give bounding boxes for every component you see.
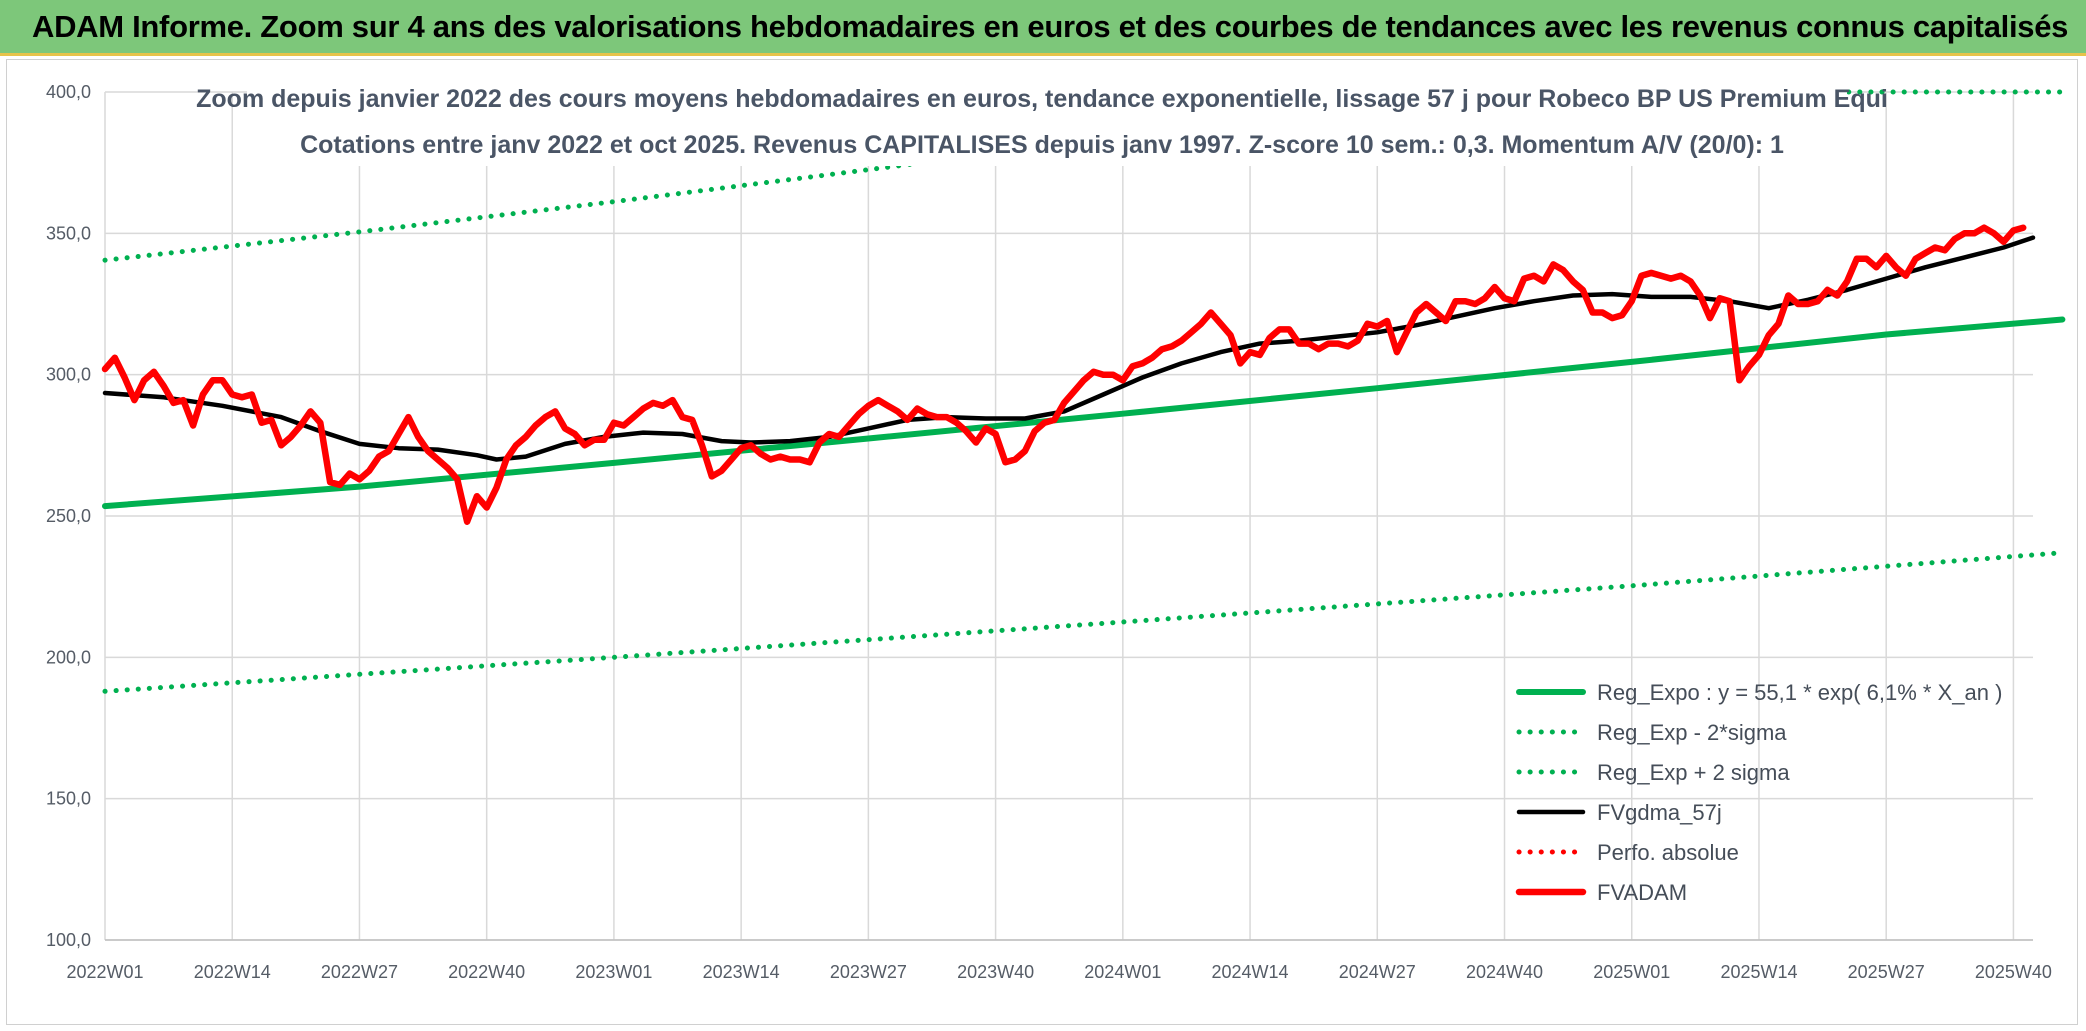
y-tick-label: 300,0 xyxy=(46,365,91,385)
y-tick-label: 400,0 xyxy=(46,82,91,102)
y-tick-label: 150,0 xyxy=(46,789,91,809)
x-tick-label: 2025W01 xyxy=(1593,962,1670,982)
x-tick-label: 2023W14 xyxy=(703,962,780,982)
x-tick-label: 2025W27 xyxy=(1848,962,1925,982)
line-chart: 100,0 150,0 200,0 250,0 300,0 350,0 400,0 2022W… xyxy=(46,62,2066,982)
x-tick-label: 2022W01 xyxy=(66,962,143,982)
legend-label: FVADAM xyxy=(1597,880,1687,905)
x-tick-label: 2024W27 xyxy=(1339,962,1416,982)
y-tick-label: 350,0 xyxy=(46,223,91,243)
series-line-reg-expo-y-55-1-exp-6-1-x-an xyxy=(102,316,2066,510)
grid-lines xyxy=(104,91,2033,941)
legend-label: Reg_Exp + 2 sigma xyxy=(1597,760,1790,785)
x-tick-label: 2022W14 xyxy=(194,962,271,982)
chart-legend: Reg_Expo : y = 55,1 * exp( 6,1% * X_an )… xyxy=(1515,680,2002,905)
title-background xyxy=(247,62,1847,166)
y-tick-label: 100,0 xyxy=(46,930,91,950)
y-tick-label: 250,0 xyxy=(46,506,91,526)
x-tick-label: 2022W27 xyxy=(321,962,398,982)
chart-subtitle: Cotations entre janv 2022 et oct 2025. R… xyxy=(300,131,1784,159)
report-banner: ADAM Informe. Zoom sur 4 ans des valoris… xyxy=(0,0,2086,56)
legend-label: Reg_Expo : y = 55,1 * exp( 6,1% * X_an ) xyxy=(1597,680,2002,705)
chart-titles: Zoom depuis janvier 2022 des cours moyen… xyxy=(196,62,1888,166)
x-tick-label: 2023W01 xyxy=(575,962,652,982)
x-tick-label: 2024W14 xyxy=(1212,962,1289,982)
x-tick-label: 2022W40 xyxy=(448,962,525,982)
legend-label: FVgdma_57j xyxy=(1597,800,1722,825)
x-tick-label: 2025W40 xyxy=(1975,962,2052,982)
x-tick-label: 2023W27 xyxy=(830,962,907,982)
x-tick-label: 2024W01 xyxy=(1084,962,1161,982)
x-tick-label: 2023W40 xyxy=(957,962,1034,982)
x-tick-label: 2024W40 xyxy=(1466,962,1543,982)
series-lines xyxy=(101,89,2066,694)
series-line-fvadam xyxy=(101,224,2027,525)
y-tick-label: 200,0 xyxy=(46,647,91,667)
x-tick-label: 2025W14 xyxy=(1720,962,1797,982)
banner-title: ADAM Informe. Zoom sur 4 ans des valoris… xyxy=(32,9,2069,44)
legend-label: Reg_Exp - 2*sigma xyxy=(1597,720,1787,745)
legend-label: Perfo. absolue xyxy=(1597,840,1739,865)
axis-ticks: 100,0 150,0 200,0 250,0 300,0 350,0 400,0 2022W… xyxy=(46,82,2052,982)
series-line-reg-exp-2-sigma xyxy=(102,550,2065,694)
chart-frame: 100,0 150,0 200,0 250,0 300,0 350,0 400,0 2022W… xyxy=(6,59,2078,1025)
chart-title: Zoom depuis janvier 2022 des cours moyen… xyxy=(196,85,1888,113)
